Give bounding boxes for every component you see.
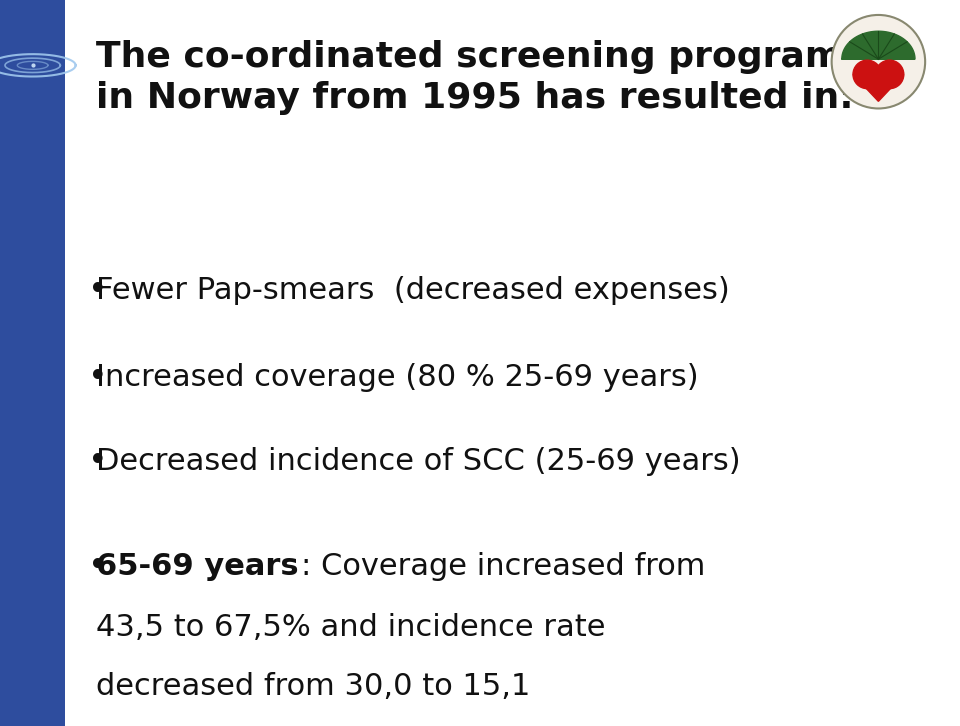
Text: : Coverage increased from: : Coverage increased from	[300, 552, 705, 581]
Circle shape	[831, 15, 925, 108]
Circle shape	[853, 60, 881, 89]
Text: Fewer Pap-smears  (decreased expenses): Fewer Pap-smears (decreased expenses)	[96, 276, 730, 305]
Text: decreased from 30,0 to 15,1: decreased from 30,0 to 15,1	[96, 672, 530, 701]
Polygon shape	[853, 75, 903, 102]
Polygon shape	[842, 31, 915, 59]
Text: •: •	[88, 274, 108, 307]
Text: The co-ordinated screening program
in Norway from 1995 has resulted in:: The co-ordinated screening program in No…	[96, 40, 853, 115]
FancyBboxPatch shape	[0, 0, 65, 726]
Text: Increased coverage (80 % 25-69 years): Increased coverage (80 % 25-69 years)	[96, 363, 699, 392]
Text: •: •	[88, 550, 108, 583]
Circle shape	[876, 60, 903, 89]
Text: 43,5 to 67,5% and incidence rate: 43,5 to 67,5% and incidence rate	[96, 613, 606, 643]
Text: •: •	[88, 444, 108, 478]
Text: •: •	[88, 361, 108, 394]
Text: 65-69 years: 65-69 years	[96, 552, 299, 581]
Text: Decreased incidence of SCC (25-69 years): Decreased incidence of SCC (25-69 years)	[96, 446, 740, 476]
